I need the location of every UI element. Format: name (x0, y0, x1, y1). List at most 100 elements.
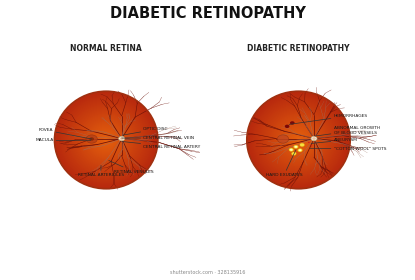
Text: HARD EXUDATES: HARD EXUDATES (266, 150, 303, 177)
Ellipse shape (250, 94, 347, 186)
Ellipse shape (273, 116, 323, 164)
Ellipse shape (60, 96, 153, 184)
Ellipse shape (253, 97, 344, 183)
Ellipse shape (62, 98, 151, 182)
Ellipse shape (299, 149, 301, 151)
Ellipse shape (265, 109, 332, 171)
Ellipse shape (119, 136, 124, 141)
Ellipse shape (77, 113, 135, 167)
Ellipse shape (74, 110, 138, 170)
Ellipse shape (85, 120, 127, 160)
Ellipse shape (92, 126, 121, 154)
Text: CENTRAL RETINAL ARTERY: CENTRAL RETINAL ARTERY (122, 141, 200, 149)
Ellipse shape (266, 110, 331, 170)
Ellipse shape (284, 126, 313, 154)
Ellipse shape (67, 103, 146, 177)
Ellipse shape (311, 136, 317, 141)
Ellipse shape (73, 109, 139, 171)
Ellipse shape (289, 148, 293, 151)
Ellipse shape (298, 148, 303, 152)
Ellipse shape (66, 102, 146, 178)
Ellipse shape (79, 115, 133, 165)
Ellipse shape (271, 114, 327, 166)
Ellipse shape (90, 124, 123, 156)
Ellipse shape (71, 107, 142, 173)
Ellipse shape (276, 118, 321, 162)
Ellipse shape (293, 145, 298, 148)
Circle shape (308, 142, 310, 143)
Ellipse shape (291, 133, 306, 147)
Ellipse shape (59, 95, 154, 185)
Ellipse shape (83, 118, 129, 162)
Ellipse shape (289, 131, 308, 149)
Ellipse shape (269, 112, 329, 168)
Text: DIABETIC RETINOPATHY: DIABETIC RETINOPATHY (247, 44, 350, 53)
Ellipse shape (286, 128, 311, 152)
Ellipse shape (251, 95, 346, 185)
Ellipse shape (271, 115, 325, 165)
Ellipse shape (287, 129, 310, 151)
Ellipse shape (279, 122, 318, 158)
Ellipse shape (285, 127, 312, 153)
Text: MACULA: MACULA (35, 139, 90, 143)
Ellipse shape (293, 135, 304, 145)
Text: ABNORMAL GROWTH
OF BLOOD VESSELS: ABNORMAL GROWTH OF BLOOD VESSELS (315, 126, 380, 136)
Text: OPTIC DISC: OPTIC DISC (123, 127, 168, 135)
Ellipse shape (80, 116, 132, 164)
Ellipse shape (258, 102, 339, 178)
Ellipse shape (275, 118, 322, 162)
Text: CENTRAL RETINAL VEIN: CENTRAL RETINAL VEIN (122, 136, 195, 140)
Ellipse shape (292, 134, 305, 146)
Ellipse shape (259, 103, 338, 177)
Ellipse shape (256, 100, 341, 180)
Ellipse shape (63, 99, 150, 181)
Ellipse shape (100, 134, 112, 146)
Ellipse shape (104, 138, 108, 142)
Ellipse shape (78, 114, 134, 166)
Ellipse shape (295, 137, 302, 143)
Ellipse shape (294, 136, 303, 144)
Ellipse shape (99, 133, 113, 147)
Ellipse shape (61, 97, 152, 183)
Ellipse shape (93, 127, 120, 153)
Ellipse shape (278, 120, 319, 160)
Ellipse shape (277, 135, 289, 143)
Ellipse shape (94, 128, 119, 152)
Ellipse shape (264, 108, 333, 172)
Ellipse shape (102, 136, 110, 144)
Ellipse shape (298, 139, 300, 141)
Ellipse shape (58, 94, 155, 186)
Ellipse shape (263, 107, 334, 173)
Ellipse shape (103, 137, 109, 143)
Ellipse shape (65, 101, 148, 179)
Ellipse shape (283, 125, 314, 155)
Ellipse shape (88, 122, 125, 158)
Ellipse shape (96, 130, 117, 150)
Ellipse shape (105, 139, 107, 141)
Ellipse shape (254, 98, 343, 182)
Ellipse shape (247, 91, 350, 189)
Ellipse shape (75, 111, 137, 169)
Ellipse shape (81, 116, 131, 164)
Ellipse shape (280, 122, 317, 158)
Ellipse shape (296, 138, 300, 142)
Ellipse shape (86, 135, 98, 143)
Ellipse shape (285, 125, 289, 128)
Ellipse shape (273, 116, 325, 164)
Ellipse shape (295, 146, 297, 148)
Ellipse shape (88, 123, 124, 157)
Ellipse shape (269, 113, 327, 167)
Ellipse shape (82, 118, 130, 162)
Ellipse shape (72, 108, 140, 172)
Text: RETINAL VENULES: RETINAL VENULES (109, 160, 154, 174)
Text: "COTTON WOOL" SPOTS: "COTTON WOOL" SPOTS (310, 147, 386, 151)
Ellipse shape (56, 93, 156, 187)
Text: FOVEA: FOVEA (39, 128, 92, 139)
Ellipse shape (54, 91, 158, 189)
Ellipse shape (291, 152, 296, 155)
Text: DIABETIC RETINOPATHY: DIABETIC RETINOPATHY (110, 6, 305, 21)
Ellipse shape (89, 137, 94, 141)
Ellipse shape (86, 122, 126, 158)
Ellipse shape (252, 96, 345, 184)
Text: NORMAL RETINA: NORMAL RETINA (70, 44, 142, 53)
